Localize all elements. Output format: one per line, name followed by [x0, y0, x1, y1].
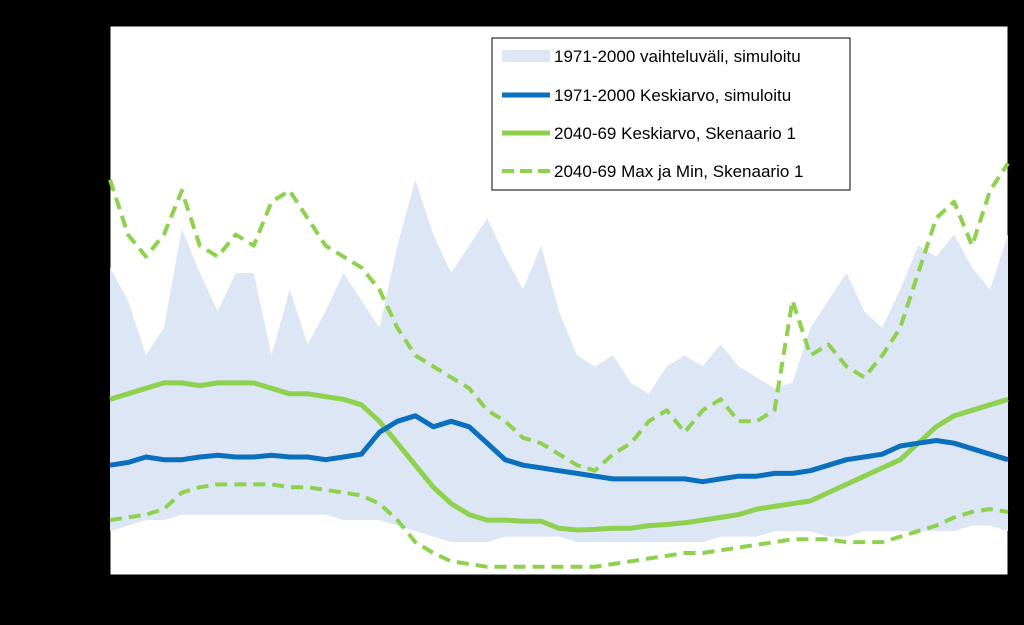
chart-marks	[108, 162, 1010, 569]
legend-label-mean-1971: 1971-2000 Keskiarvo, simuloitu	[554, 86, 791, 105]
legend-label-range: 1971-2000 vaihteluväli, simuloitu	[554, 47, 801, 66]
x-axis-ticks	[109, 575, 1009, 580]
mean-2040-line	[109, 380, 1009, 533]
legend: 1971-2000 vaihteluväli, simuloitu 1971-2…	[491, 37, 851, 191]
maxmin-2040-lower-line	[109, 482, 1009, 569]
legend-swatch-range	[502, 50, 550, 62]
legend-label-mean-2040: 2040-69 Keskiarvo, Skenaario 1	[554, 124, 796, 143]
range-band-1971-2000	[110, 179, 1008, 543]
legend-label-maxmin-2040: 2040-69 Max ja Min, Skenaario 1	[554, 162, 803, 181]
mean-1971-line	[109, 413, 1009, 485]
maxmin-2040-upper-line	[108, 162, 1010, 473]
legend-box	[491, 37, 851, 191]
